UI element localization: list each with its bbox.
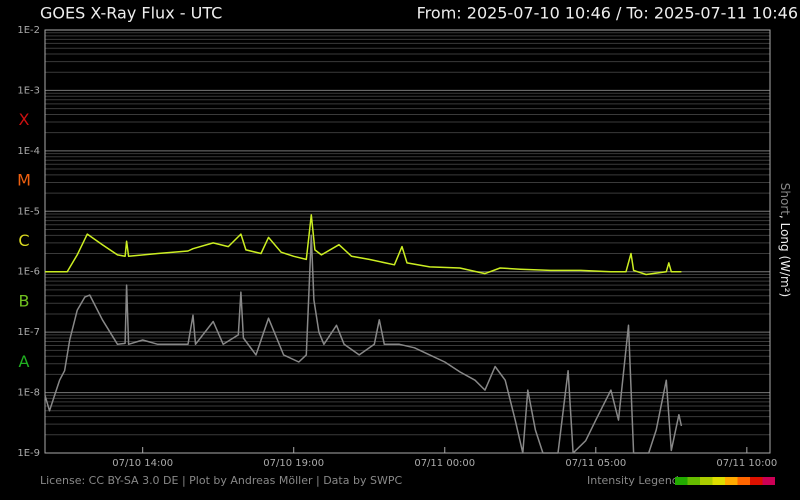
legend-swatch (712, 477, 725, 485)
legend-swatch (762, 477, 775, 485)
flare-class-label: M (17, 171, 31, 190)
flare-class-label: A (19, 352, 30, 371)
y-tick-label: 1E-9 (17, 448, 40, 459)
chart-title: GOES X-Ray Flux - UTC (40, 4, 222, 23)
y-tick-label: 1E-8 (17, 388, 40, 399)
x-tick-label: 07/11 10:00 (716, 458, 777, 469)
footer: License: CC BY-SA 3.0 DE | Plot by Andre… (40, 474, 402, 487)
flare-class-label: C (18, 231, 29, 250)
y-label-part: , Long (W/m²) (779, 215, 793, 297)
y-axis-label: Short, Long (W/m²) (779, 183, 793, 297)
y-tick-label: 1E-4 (17, 146, 40, 157)
x-tick-label: 07/10 19:00 (263, 458, 324, 469)
legend-swatch (750, 477, 763, 485)
legend-swatch (687, 477, 700, 485)
y-tick-label: 1E-6 (17, 267, 40, 278)
x-tick-label: 07/10 14:00 (112, 458, 173, 469)
y-label-part: Short (779, 183, 793, 215)
legend-swatch (700, 477, 713, 485)
y-tick-label: 1E-3 (17, 85, 40, 96)
series-line (44, 234, 683, 454)
flare-class-label: X (19, 110, 30, 129)
x-tick-label: 07/11 05:00 (565, 458, 626, 469)
legend-label: Intensity Legend (587, 474, 679, 487)
y-tick-label: 1E-7 (17, 327, 40, 338)
legend-swatch (675, 477, 688, 485)
y-tick-label: 1E-2 (17, 25, 40, 36)
series-line (45, 214, 682, 276)
flare-class-label: B (19, 291, 30, 310)
legend-swatch (737, 477, 750, 485)
legend-swatch (725, 477, 738, 485)
plot-frame (44, 29, 771, 454)
y-tick-label: 1E-5 (17, 206, 40, 217)
x-tick-label: 07/11 00:00 (414, 458, 475, 469)
chart-subtitle: From: 2025-07-10 10:46 / To: 2025-07-11 … (417, 4, 798, 23)
